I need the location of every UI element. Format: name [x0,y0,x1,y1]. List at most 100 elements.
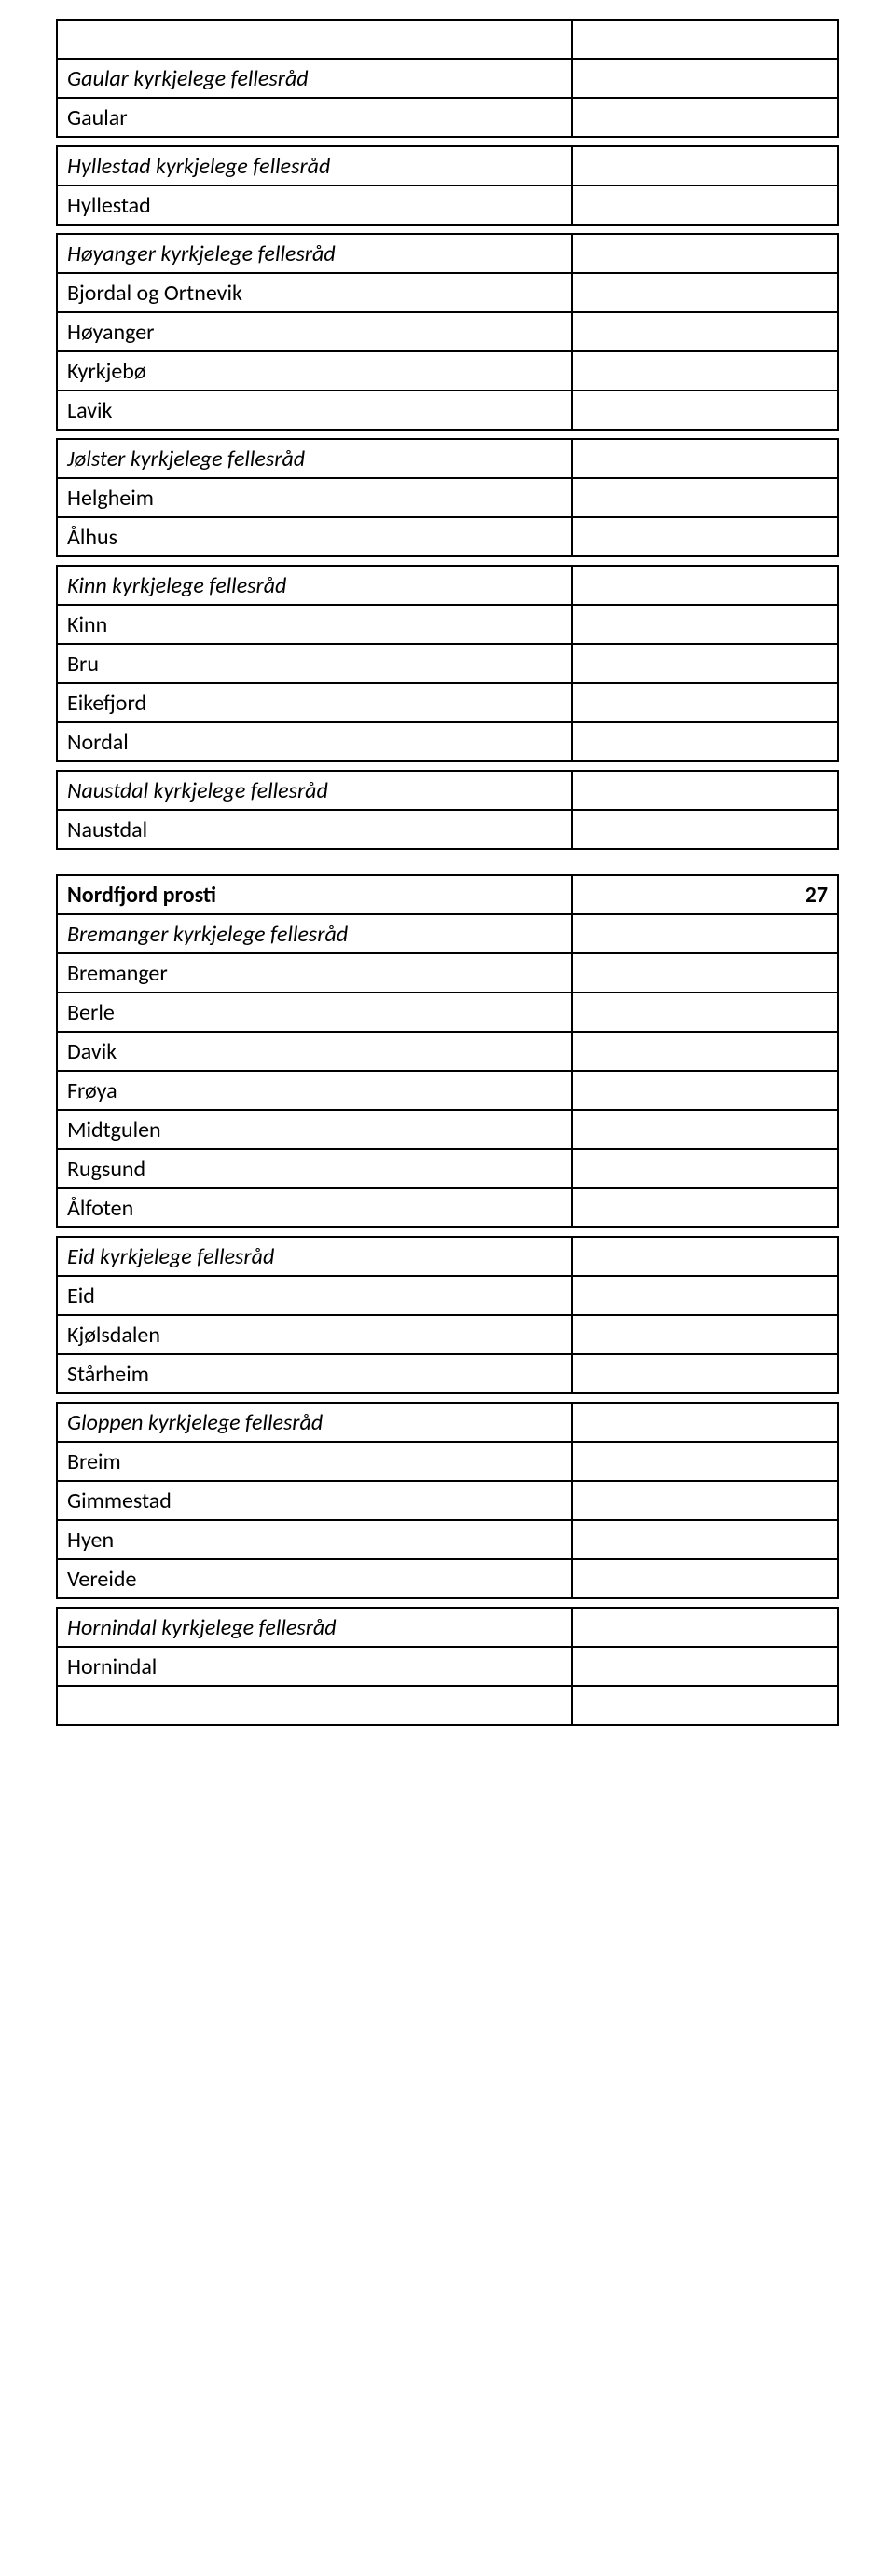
cell-value [572,1149,838,1188]
table-row [57,1686,838,1725]
cell-name: Ålhus [57,517,572,556]
cell-value [572,1481,838,1520]
spacer-row [57,430,838,439]
cell-value [572,439,838,478]
table-row [57,20,838,59]
cell-name: Berle [57,993,572,1032]
table-row: Helgheim [57,478,838,517]
cell-value [572,993,838,1032]
cell-name: Eid kyrkjelege fellesråd [57,1237,572,1276]
cell-name: Bjordal og Ortnevik [57,273,572,312]
cell-value [572,722,838,761]
spacer-row [57,1598,838,1608]
cell-name: Lavik [57,391,572,430]
table-row: Kinn kyrkjelege fellesråd [57,566,838,605]
cell-name: Nordfjord prosti [57,875,572,914]
cell-value [572,605,838,644]
table-row: Bjordal og Ortnevik [57,273,838,312]
cell-name: Eid [57,1276,572,1315]
cell-name: Hornindal kyrkjelege fellesråd [57,1608,572,1647]
cell-name: Naustdal kyrkjelege fellesråd [57,771,572,810]
table-row: Eikefjord [57,683,838,722]
cell-value [572,1276,838,1315]
table-row: Davik [57,1032,838,1071]
cell-value [572,146,838,185]
cell-name: Naustdal [57,810,572,849]
cell-value [572,810,838,849]
table-row: Gaular [57,98,838,137]
spacer-row [57,1227,838,1237]
table-row: Nordfjord prosti27 [57,875,838,914]
table-row: Midtgulen [57,1110,838,1149]
spacer-row [57,137,838,146]
cell-value [572,1188,838,1227]
cell-name: Gaular kyrkjelege fellesråd [57,59,572,98]
cell-name: Kjølsdalen [57,1315,572,1354]
table-row: Eid [57,1276,838,1315]
cell-value [572,644,838,683]
table-row: Hyllestad [57,185,838,225]
cell-value [572,1110,838,1149]
table-row: Naustdal kyrkjelege fellesråd [57,771,838,810]
cell-name: Frøya [57,1071,572,1110]
table-row: Gimmestad [57,1481,838,1520]
document-table: Gaular kyrkjelege fellesrådGaular Hyllest… [56,19,839,1726]
cell-name: Midtgulen [57,1110,572,1149]
table-row: Gaular kyrkjelege fellesråd [57,59,838,98]
cell-value [572,185,838,225]
cell-name: Bru [57,644,572,683]
table-row: Nordal [57,722,838,761]
cell-value [572,1442,838,1481]
table-row: Ålfoten [57,1188,838,1227]
table-row: Eid kyrkjelege fellesråd [57,1237,838,1276]
table-row: Høyanger [57,312,838,351]
table-row: Vereide [57,1559,838,1598]
table-row: Breim [57,1442,838,1481]
cell-value [572,98,838,137]
cell-name: Gimmestad [57,1481,572,1520]
table-row: Stårheim [57,1354,838,1393]
cell-value [572,914,838,953]
cell-name [57,20,572,59]
table-row: Bru [57,644,838,683]
cell-value [572,1315,838,1354]
cell-name: Hyllestad [57,185,572,225]
table-row: Ålhus [57,517,838,556]
cell-value [572,1032,838,1071]
cell-name: Stårheim [57,1354,572,1393]
spacer-row [57,556,838,566]
cell-value [572,59,838,98]
cell-value [572,351,838,391]
cell-value [572,1071,838,1110]
table-row: Jølster kyrkjelege fellesråd [57,439,838,478]
spacer-row [57,225,838,234]
cell-value [572,1354,838,1393]
cell-name: Helgheim [57,478,572,517]
cell-name: Bremanger kyrkjelege fellesråd [57,914,572,953]
cell-value: 27 [572,875,838,914]
cell-name: Vereide [57,1559,572,1598]
cell-value [572,1608,838,1647]
table-row: Lavik [57,391,838,430]
cell-value [572,312,838,351]
cell-name: Davik [57,1032,572,1071]
table-row: Kinn [57,605,838,644]
cell-name: Kinn kyrkjelege fellesråd [57,566,572,605]
cell-value [572,566,838,605]
cell-value [572,683,838,722]
cell-value [572,391,838,430]
cell-name: Hyen [57,1520,572,1559]
spacer-row [57,1393,838,1403]
spacer-row [57,761,838,771]
table-row: Hyllestad kyrkjelege fellesråd [57,146,838,185]
table-row: Kjølsdalen [57,1315,838,1354]
cell-name: Rugsund [57,1149,572,1188]
cell-name: Eikefjord [57,683,572,722]
cell-name: Bremanger [57,953,572,993]
cell-value [572,478,838,517]
table-row: Hornindal kyrkjelege fellesråd [57,1608,838,1647]
table-row: Kyrkjebø [57,351,838,391]
cell-name: Høyanger [57,312,572,351]
table-row: Høyanger kyrkjelege fellesråd [57,234,838,273]
table-row: Hornindal [57,1647,838,1686]
